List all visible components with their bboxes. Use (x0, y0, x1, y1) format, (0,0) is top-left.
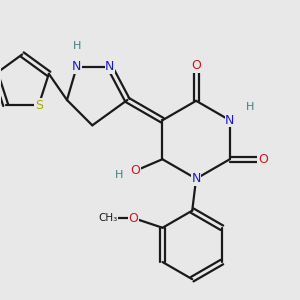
Text: N: N (191, 172, 201, 185)
Text: H: H (73, 40, 81, 50)
Text: N: N (225, 114, 235, 127)
Text: O: O (128, 212, 138, 224)
Text: H: H (246, 102, 254, 112)
Text: H: H (115, 170, 123, 180)
Text: CH₃: CH₃ (98, 213, 118, 223)
Text: N: N (105, 60, 115, 74)
Text: O: O (258, 153, 268, 166)
Text: O: O (130, 164, 140, 177)
Text: O: O (191, 59, 201, 72)
Text: S: S (35, 99, 43, 112)
Text: N: N (72, 60, 81, 74)
